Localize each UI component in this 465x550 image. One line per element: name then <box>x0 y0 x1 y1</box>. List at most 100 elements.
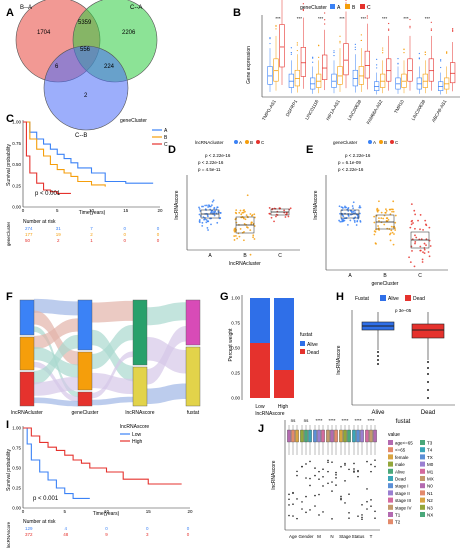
sample-point <box>394 221 397 224</box>
sample-point <box>233 239 236 241</box>
sample-point <box>210 210 213 212</box>
box-c <box>428 58 434 82</box>
sample-point <box>385 217 388 220</box>
bar-segment-alive <box>274 298 294 370</box>
outlier <box>324 12 326 14</box>
box <box>343 429 347 443</box>
outlier <box>312 61 314 63</box>
outlier <box>345 2 347 4</box>
box <box>308 429 312 443</box>
outlier <box>340 498 342 501</box>
sample-point <box>212 199 215 202</box>
panel-e-ylabel: lncRNAscore <box>313 190 319 219</box>
panel-e-legend-c: C <box>395 140 399 145</box>
y-tick-label: 1.00 <box>12 426 21 431</box>
outlier <box>275 28 277 30</box>
sample-point <box>238 235 241 238</box>
outlier <box>324 19 326 21</box>
outlier <box>354 46 356 48</box>
legend-swatch <box>388 497 393 503</box>
sample-point <box>235 209 238 212</box>
sample-point <box>249 229 252 232</box>
outlier <box>309 509 311 511</box>
panel-b-xticks: TMPO-AS1 DGFRP1 LINC01116 HIF1A-AS1 LINC0063… <box>261 99 448 126</box>
panel-e-pval-1: p < 2.22e-16 <box>345 153 371 158</box>
outlier <box>370 470 372 473</box>
alluvial-node <box>132 366 148 407</box>
panel-e-legend-a: A <box>373 140 376 145</box>
y-tick-label: 0.75 <box>12 141 21 146</box>
sample-point <box>347 210 350 212</box>
sample-point <box>408 256 410 259</box>
sample-point <box>347 215 350 217</box>
sample-point <box>414 227 416 230</box>
sample-point <box>421 261 424 263</box>
panel-b-significance: *** *** *** *** *** *** *** *** <box>275 16 430 21</box>
panel-e-xtick-b: B <box>383 273 387 279</box>
box <box>304 429 308 443</box>
outlier <box>322 511 324 513</box>
panel-i-pvalue: p < 0.001 <box>33 496 59 502</box>
sample-point <box>287 215 290 218</box>
alluvial-node <box>132 299 148 366</box>
legend-swatch <box>388 454 393 460</box>
outlier <box>361 518 363 521</box>
sample-point <box>428 255 431 258</box>
sample-point <box>206 227 209 229</box>
significance-mark: ns <box>304 418 310 423</box>
panel-c-risk-ylabel: geneCluster <box>6 221 11 246</box>
box-c <box>279 24 285 68</box>
sample-point <box>204 204 207 207</box>
outlier <box>327 482 329 485</box>
venn-region-only-b: 2206 <box>122 30 136 36</box>
outlier <box>452 29 454 31</box>
outlier <box>331 490 333 492</box>
sample-point <box>392 243 395 246</box>
outlier <box>333 54 335 57</box>
alluvial-flow <box>92 324 133 370</box>
outlier <box>361 503 363 506</box>
risk-count: 7 <box>90 226 93 231</box>
sample-point <box>342 207 344 209</box>
outlier <box>312 56 314 58</box>
sample-point <box>234 235 237 237</box>
outlier <box>382 52 384 54</box>
sample-point <box>289 207 292 210</box>
outlier <box>327 470 329 473</box>
sample-point <box>275 215 277 218</box>
panel-j-legend-title: value <box>388 432 400 438</box>
box <box>317 429 321 443</box>
box-c <box>300 47 306 77</box>
outlier <box>427 397 429 399</box>
legend-label: stage II <box>395 491 410 496</box>
risk-count: 129 <box>25 526 33 531</box>
sample-point <box>422 229 424 231</box>
sample-point <box>394 227 396 230</box>
sample-point <box>253 225 256 227</box>
outlier <box>418 58 420 60</box>
sample-point <box>341 214 344 217</box>
box <box>313 429 317 443</box>
legend-label: M1 <box>427 469 434 474</box>
outlier <box>302 9 304 12</box>
box-b <box>358 66 364 85</box>
panel-f-axis-4: fustat <box>187 410 200 416</box>
significance-mark: *** <box>361 16 367 21</box>
outlier <box>269 38 271 40</box>
x-tick-label: 0 <box>22 208 25 213</box>
sample-point <box>250 221 253 224</box>
panel-e-legend-b: B <box>384 140 387 145</box>
sample-point <box>245 214 248 217</box>
sample-point <box>421 258 424 261</box>
box <box>326 429 330 443</box>
sample-point <box>201 221 204 224</box>
outlier <box>409 25 411 27</box>
panel-b-legend-c: C <box>367 5 371 11</box>
panel-d-legend-title: lncRNAcluster <box>195 140 224 145</box>
alluvial-flow <box>92 351 133 399</box>
panel-d-ylabel: lncRNAscore <box>174 190 180 219</box>
sample-point <box>207 206 210 208</box>
legend-swatch <box>388 519 393 525</box>
outlier <box>331 481 333 483</box>
sample-point <box>428 226 431 229</box>
